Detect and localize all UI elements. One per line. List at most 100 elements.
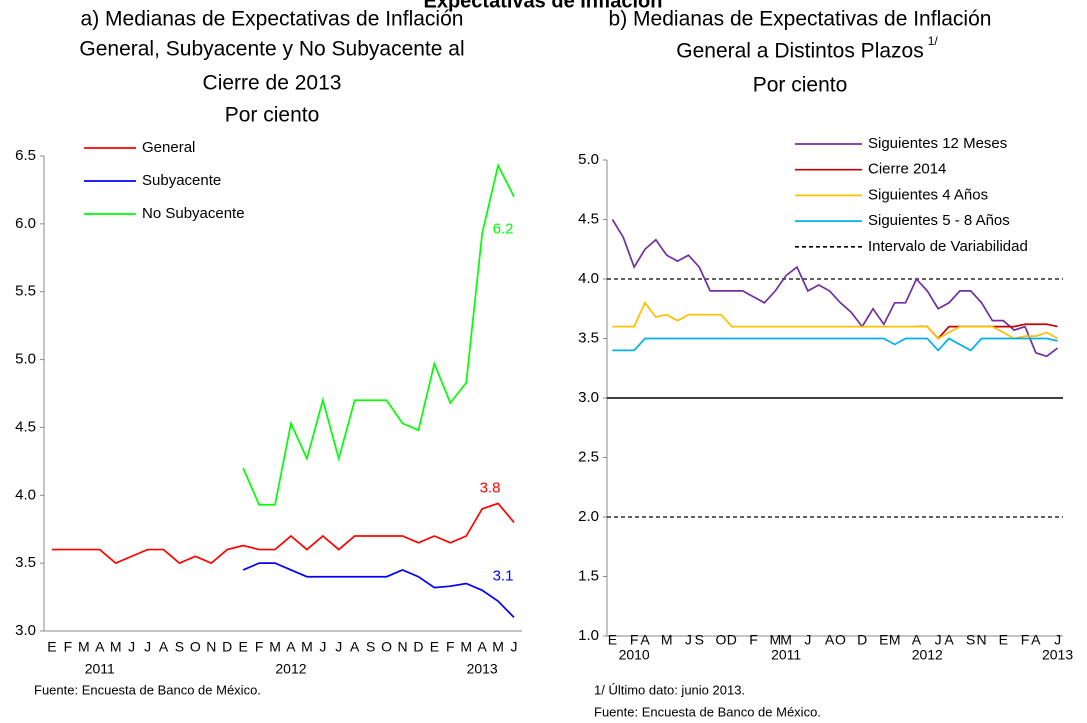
x-tick-label: O: [835, 632, 846, 648]
x-year-label: 2013: [467, 661, 498, 677]
chart-title: Cierre de 2013: [203, 72, 342, 95]
x-tick-label: F: [64, 639, 73, 655]
series-line: [611, 219, 1059, 358]
x-tick-label: M: [110, 639, 122, 655]
x-tick-label: M: [78, 639, 90, 655]
footnote: Fuente: Encuesta de Banco de México.: [34, 682, 261, 697]
x-tick-label: F: [255, 639, 264, 655]
x-tick-label: J: [319, 639, 326, 655]
y-tick-label: 4.5: [15, 418, 36, 435]
page-title: Expectativas de Inflación: [424, 0, 663, 12]
chart-title: General, Subyacente y No Subyacente al: [79, 38, 464, 61]
x-tick-label: M: [661, 632, 673, 648]
x-tick-label: E: [47, 639, 56, 655]
x-tick-label: J: [935, 632, 942, 648]
x-tick-label: A: [640, 632, 650, 648]
x-tick-label: E: [430, 639, 439, 655]
chart-title: Por ciento: [225, 104, 320, 127]
y-tick-label: 5.5: [15, 283, 36, 300]
x-tick-label: A: [825, 632, 835, 648]
legend-label: Subyacente: [142, 172, 221, 189]
x-tick-label: M: [780, 632, 792, 648]
x-tick-label: S: [966, 632, 975, 648]
chart-title: Por ciento: [753, 74, 848, 97]
x-tick-label: F: [630, 632, 639, 648]
chart-title: b) Medianas de Expectativas de Inflación: [609, 8, 992, 31]
x-tick-label: J: [144, 639, 151, 655]
x-tick-label: A: [159, 639, 169, 655]
data-label: 3.1: [493, 567, 514, 584]
y-tick-label: 1.0: [578, 627, 599, 644]
series-line: [242, 163, 515, 506]
x-year-label: 2011: [85, 661, 115, 677]
x-tick-label: M: [269, 639, 281, 655]
x-tick-label: D: [413, 639, 423, 655]
x-tick-label: S: [175, 639, 184, 655]
x-tick-label: J: [128, 639, 135, 655]
x-tick-label: A: [477, 639, 487, 655]
x-tick-label: A: [95, 639, 105, 655]
legend-label: Siguientes 4 Años: [868, 186, 988, 203]
x-tick-label: J: [804, 632, 811, 648]
x-tick-label: S: [695, 632, 704, 648]
chart-title: a) Medianas de Expectativas de Inflación: [81, 8, 464, 31]
x-tick-label: J: [685, 632, 692, 648]
y-tick-label: 2.5: [578, 448, 599, 465]
x-tick-label: M: [460, 639, 472, 655]
x-tick-label: E: [879, 632, 888, 648]
x-tick-label: F: [749, 632, 758, 648]
x-tick-label: N: [397, 639, 407, 655]
x-tick-label: A: [1031, 632, 1041, 648]
x-tick-label: J: [511, 639, 518, 655]
x-tick-label: O: [716, 632, 727, 648]
x-tick-label: E: [999, 632, 1008, 648]
series-line: [51, 502, 515, 565]
y-tick-label: 1.5: [578, 567, 599, 584]
x-tick-label: N: [977, 632, 987, 648]
x-tick-label: M: [889, 632, 901, 648]
y-tick-label: 2.0: [578, 508, 599, 525]
y-tick-label: 3.0: [578, 389, 599, 406]
series-line: [612, 301, 1058, 340]
x-tick-label: O: [381, 639, 392, 655]
x-tick-label: D: [222, 639, 232, 655]
x-tick-label: J: [1054, 632, 1061, 648]
x-tick-label: J: [335, 639, 342, 655]
x-tick-label: M: [301, 639, 313, 655]
series-line: [242, 562, 515, 619]
y-tick-label: 3.5: [15, 554, 36, 571]
y-tick-label: 4.5: [578, 210, 599, 227]
y-tick-label: 6.0: [15, 215, 36, 232]
data-label: 6.2: [493, 221, 514, 238]
x-tick-label: D: [727, 632, 737, 648]
legend-label: Siguientes 5 - 8 Años: [868, 212, 1010, 229]
x-tick-label: A: [286, 639, 296, 655]
y-tick-label: 5.0: [15, 351, 36, 368]
footnote: 1/ Último dato: junio 2013.: [594, 682, 745, 697]
y-tick-label: 6.5: [15, 147, 36, 164]
x-year-label: 2011: [771, 647, 801, 663]
x-tick-label: A: [350, 639, 360, 655]
x-tick-label: M: [492, 639, 504, 655]
x-year-label: 2012: [275, 661, 306, 677]
data-label: 3.8: [480, 479, 501, 496]
x-tick-label: A: [912, 632, 922, 648]
legend-label: Intervalo de Variabilidad: [868, 238, 1028, 255]
legend-label: Siguientes 12 Meses: [868, 135, 1007, 152]
y-tick-label: 5.0: [578, 151, 599, 168]
x-tick-label: O: [190, 639, 201, 655]
x-tick-label: E: [608, 632, 617, 648]
x-tick-label: N: [206, 639, 216, 655]
legend-label: General: [142, 139, 195, 156]
y-tick-label: 3.5: [578, 329, 599, 346]
x-year-label: 2010: [619, 647, 650, 663]
x-tick-label: A: [944, 632, 954, 648]
chart-title: General a Distintos Plazos: [676, 40, 923, 63]
y-tick-label: 4.0: [578, 270, 599, 287]
x-tick-label: D: [857, 632, 867, 648]
legend-label: No Subyacente: [142, 205, 245, 222]
x-tick-label: F: [446, 639, 455, 655]
x-year-label: 2012: [912, 647, 943, 663]
